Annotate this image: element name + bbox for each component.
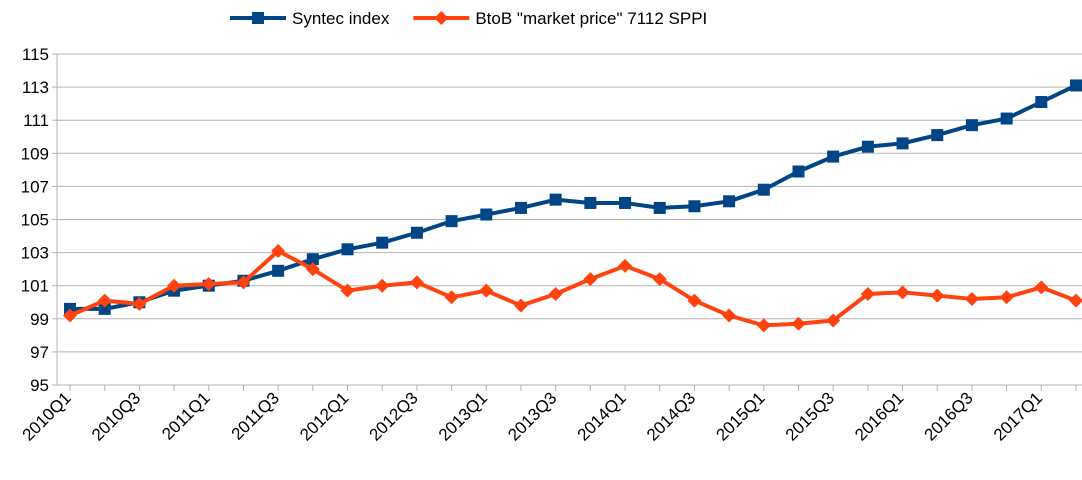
x-tick-label: 2011Q1: [158, 388, 213, 443]
point: [480, 208, 493, 221]
point: [1070, 79, 1082, 92]
point: [340, 283, 355, 298]
point: [688, 200, 701, 213]
y-tick-label: 95: [30, 376, 49, 395]
point: [1035, 95, 1048, 108]
point: [756, 318, 771, 333]
point: [827, 150, 840, 163]
point: [999, 290, 1014, 305]
point: [895, 285, 910, 300]
point: [722, 308, 737, 323]
y-tick-label: 97: [30, 343, 49, 362]
point: [445, 215, 458, 228]
point: [410, 226, 423, 239]
x-tick-label: 2011Q3: [228, 388, 283, 443]
y-tick-label: 109: [21, 144, 49, 163]
x-tick-label: 2016Q3: [921, 388, 977, 444]
y-tick-label: 99: [30, 310, 49, 329]
point: [409, 275, 424, 290]
point: [236, 275, 251, 290]
x-tick-label: 2012Q3: [366, 388, 422, 444]
legend-marker: [252, 12, 264, 24]
x-tick-label: 2015Q3: [782, 388, 838, 444]
point: [98, 302, 111, 315]
point: [375, 278, 390, 293]
legend: Syntec index BtoB "market price" 7112 SPP…: [230, 9, 707, 28]
point: [271, 243, 286, 258]
point: [1034, 280, 1049, 295]
x-tick-label: 2010Q1: [19, 388, 75, 444]
point: [63, 308, 77, 323]
point: [97, 293, 112, 308]
legend-marker: [434, 11, 449, 25]
point: [896, 137, 909, 150]
point: [514, 201, 527, 214]
point: [930, 288, 945, 303]
y-tick-label: 115: [22, 45, 49, 64]
x-tick-label: 2012Q1: [296, 388, 352, 444]
point: [964, 291, 979, 306]
point: [1000, 112, 1013, 125]
x-tick-label: 2017Q1: [990, 388, 1046, 444]
point: [792, 165, 805, 178]
point: [757, 183, 770, 196]
x-tick-label: 2014Q3: [643, 388, 699, 444]
point: [549, 193, 562, 206]
point: [826, 313, 841, 328]
y-tick-label: 105: [21, 211, 49, 230]
point: [1069, 293, 1082, 308]
point: [652, 272, 667, 287]
y-tick-label: 103: [21, 244, 49, 263]
point: [584, 196, 597, 209]
point: [305, 262, 320, 277]
x-tick-label: 2010Q3: [88, 388, 144, 444]
point: [201, 277, 216, 292]
y-tick-label: 107: [21, 177, 49, 196]
x-tick-label: 2014Q1: [574, 388, 630, 444]
legend-label: BtoB "market price" 7112 SPPI: [475, 9, 707, 28]
x-tick-label: 2013Q1: [435, 388, 491, 444]
point: [444, 290, 459, 305]
point: [791, 316, 806, 331]
point: [132, 296, 147, 311]
point: [272, 264, 285, 277]
point: [687, 293, 702, 308]
y-tick-label: 101: [21, 277, 49, 296]
legend-label: Syntec index: [292, 9, 390, 28]
point: [860, 286, 875, 301]
point: [376, 236, 389, 249]
point: [479, 283, 494, 298]
point: [653, 201, 666, 214]
y-tick-label: 113: [22, 78, 49, 97]
point: [548, 286, 563, 301]
x-tick-label: 2013Q3: [504, 388, 560, 444]
point: [341, 243, 354, 256]
point: [619, 196, 632, 209]
point: [167, 278, 182, 293]
x-tick-label: 2015Q1: [712, 388, 768, 444]
point: [723, 195, 736, 208]
series-line: [69, 248, 1077, 328]
point: [618, 258, 633, 273]
x-tick-label: 2016Q1: [851, 388, 907, 444]
point: [513, 298, 528, 313]
point: [931, 129, 944, 142]
y-tick-label: 111: [23, 111, 49, 130]
point: [306, 253, 319, 266]
point: [965, 119, 978, 132]
point: [861, 140, 874, 153]
series-line: [70, 83, 1077, 311]
point: [583, 272, 598, 287]
